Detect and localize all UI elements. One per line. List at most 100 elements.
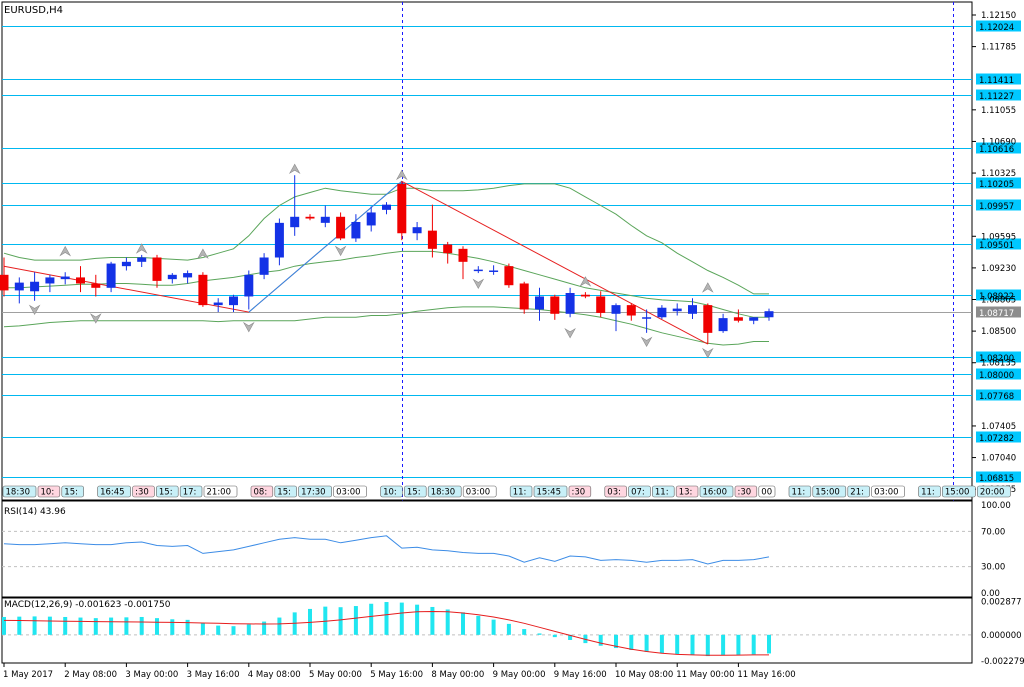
candle [688, 298, 697, 319]
candle-body [351, 221, 361, 239]
candle-body [213, 302, 223, 306]
candle [259, 253, 269, 280]
macd-histogram-bar [537, 633, 542, 635]
rsi-tick-label: 0.00 [981, 589, 1000, 599]
session-tag: 03:00 [466, 488, 491, 498]
level-label-bg [976, 431, 1021, 443]
macd-histogram-bar [124, 617, 129, 635]
level-label-bg [976, 368, 1021, 380]
candle [596, 291, 606, 318]
macd-histogram-bar [246, 624, 251, 635]
fractal-down-arrow-icon [472, 278, 485, 290]
level-label-bg [976, 142, 1021, 154]
candle [580, 292, 590, 299]
macd-histogram-bar [78, 617, 83, 635]
candle [550, 294, 560, 320]
session-tag-bg [250, 485, 274, 498]
candle-body [565, 293, 575, 314]
price-tick-label: 1.09595 [981, 232, 1016, 242]
session-tag: 00 [761, 488, 772, 498]
session-tag: :30 [738, 488, 752, 498]
session-tag: 15: [407, 488, 421, 498]
level-label: 1.11227 [979, 92, 1014, 102]
macd-histogram-bar [522, 629, 527, 635]
candle-body [0, 274, 9, 291]
session-tag: 03:00 [874, 488, 899, 498]
candle-body [152, 257, 162, 281]
macd-tick-label: 0.000000 [981, 631, 1022, 641]
session-tag-bg [977, 485, 1011, 498]
session-tag-bg [509, 485, 533, 498]
time-tick-label: 1 May 2017 [3, 670, 53, 680]
candle [30, 272, 40, 301]
candle [565, 287, 575, 318]
session-tag: 11: [792, 488, 806, 498]
macd-pane[interactable]: 0.002877 0.000000 -0.002279 [1, 597, 1024, 667]
rsi-pane[interactable]: 100.00 70.00 30.00 0.00 [1, 500, 1011, 599]
level-label: 1.12024 [979, 23, 1014, 33]
macd-histogram-bar [262, 621, 267, 635]
session-tag: 15: [159, 488, 173, 498]
candle [137, 254, 147, 268]
session-tag-bg [847, 485, 870, 498]
macd-histogram-bar [552, 634, 557, 638]
session-tag-bg [179, 485, 203, 498]
macd-histogram-bar [705, 634, 710, 657]
session-tag-bg [97, 485, 131, 498]
time-tick-label: 5 May 16:00 [370, 670, 423, 680]
macd-histogram-bar [277, 617, 282, 635]
session-tag: 10: [41, 488, 55, 498]
candle-body [749, 317, 759, 321]
candle-body [535, 296, 544, 310]
time-tick-label: 10 May 08:00 [615, 670, 673, 680]
level-label-bg [976, 289, 1021, 301]
session-tag: 11: [655, 488, 669, 498]
candle [45, 274, 55, 293]
candle-body [274, 222, 284, 258]
macd-histogram-bar [736, 634, 741, 655]
rsi-line [3, 535, 770, 565]
price-tick-label: 1.08135 [981, 359, 1016, 369]
candle-body [198, 274, 208, 306]
candle-body [412, 227, 422, 234]
fractal-up-arrow-icon [197, 248, 209, 259]
candle-body [183, 273, 193, 278]
session-tag: 18:30 [6, 488, 31, 498]
candle-body [718, 318, 728, 332]
session-tag: 17:30 [301, 488, 326, 498]
candle [703, 303, 713, 345]
candle [290, 175, 300, 236]
candle [749, 317, 759, 325]
session-tag: 15: [64, 488, 78, 498]
candle-body [167, 274, 177, 280]
candle [519, 281, 529, 314]
candle-body [703, 305, 713, 333]
macd-histogram-bar [430, 606, 435, 635]
main-price-pane[interactable]: 1.12024 1.11411 1.11227 1.10616 1.10205 1.099… [0, 1, 1024, 663]
candle [626, 303, 636, 321]
level-label-bg [976, 89, 1021, 101]
macd-tick-label: 0.002877 [981, 598, 1022, 608]
candle-body [397, 183, 407, 234]
macd-histogram-bar [109, 617, 114, 635]
candle-body [733, 317, 743, 321]
time-tick-label: 11 May 16:00 [737, 670, 795, 680]
price-tick-label: 1.07040 [981, 454, 1016, 464]
session-tag: 16:45 [100, 488, 125, 498]
candle-body [382, 204, 391, 210]
macd-histogram-bar [155, 618, 159, 635]
level-label: 1.09957 [979, 202, 1014, 212]
level-label: 1.07282 [979, 434, 1014, 444]
fractal-up-arrow-icon [135, 243, 148, 254]
candle [657, 305, 667, 319]
session-tag-bg [274, 485, 297, 498]
candle [106, 261, 116, 293]
macd-histogram-bar [476, 615, 481, 635]
session-tag: 17: [183, 488, 197, 498]
candle [336, 212, 346, 241]
candle [489, 265, 499, 275]
macd-label: MACD(12,26,9) -0.001623 -0.001750 [4, 600, 171, 610]
macd-histogram-bar [139, 616, 144, 635]
session-tag: 15:45 [537, 488, 562, 498]
level-label-bg [976, 177, 1021, 189]
